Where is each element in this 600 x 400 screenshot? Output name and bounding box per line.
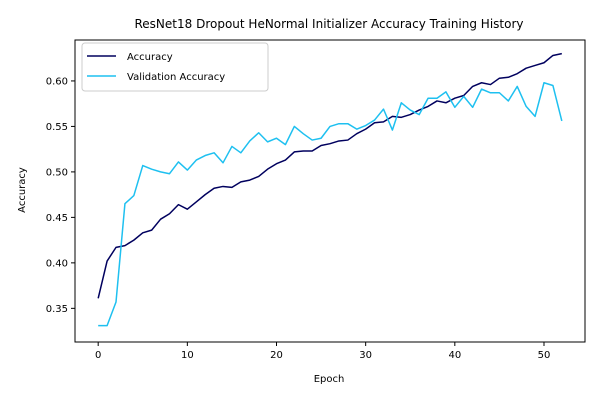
x-axis-label: Epoch bbox=[314, 374, 345, 385]
x-tick-label: 20 bbox=[270, 350, 283, 361]
y-axis-label: Accuracy bbox=[17, 167, 28, 213]
legend-label-validation-accuracy: Validation Accuracy bbox=[127, 72, 225, 83]
x-axis: 0 10 20 30 40 50 bbox=[95, 342, 550, 361]
y-tick-label: 0.40 bbox=[46, 258, 68, 269]
y-tick-label: 0.55 bbox=[46, 122, 68, 133]
y-tick-label: 0.60 bbox=[46, 76, 68, 87]
plot-area bbox=[97, 52, 563, 327]
y-axis: 0.35 0.40 0.45 0.50 0.55 0.60 bbox=[46, 76, 75, 315]
series-line-accuracy bbox=[97, 52, 562, 299]
x-tick-label: 30 bbox=[359, 350, 372, 361]
chart-title: ResNet18 Dropout HeNormal Initializer Ac… bbox=[135, 17, 524, 31]
y-tick-label: 0.50 bbox=[46, 167, 68, 178]
plot-frame bbox=[74, 39, 586, 343]
x-tick-label: 0 bbox=[95, 350, 101, 361]
x-tick-label: 50 bbox=[538, 350, 551, 361]
x-tick-label: 10 bbox=[181, 350, 194, 361]
x-tick-label: 40 bbox=[448, 350, 461, 361]
series-line-validation-accuracy bbox=[98, 82, 563, 327]
legend: Accuracy Validation Accuracy bbox=[81, 42, 269, 92]
y-tick-label: 0.35 bbox=[46, 304, 68, 315]
y-tick-label: 0.45 bbox=[46, 213, 68, 224]
legend-label-accuracy: Accuracy bbox=[127, 52, 173, 63]
legend-box bbox=[81, 42, 269, 92]
